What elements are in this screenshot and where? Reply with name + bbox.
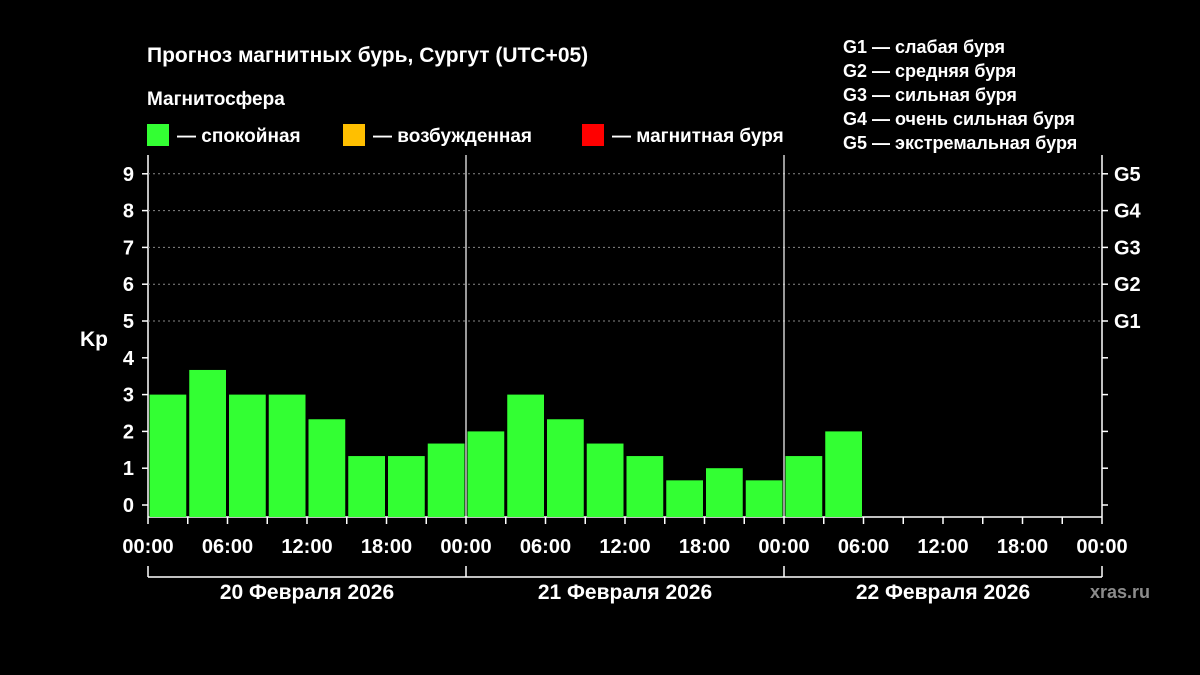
y-tick-label-4: 4 (123, 348, 135, 370)
x-tick-label-3: 18:00 (361, 536, 412, 558)
x-tick-label-9: 06:00 (838, 536, 889, 558)
day-label-0: 20 Февраля 2026 (220, 581, 394, 604)
bar-4 (308, 419, 346, 517)
bar-17 (825, 431, 862, 517)
x-tick-label-7: 18:00 (679, 536, 730, 558)
credit-label: xras.ru (1090, 582, 1150, 602)
bar-9 (507, 394, 544, 517)
bar-2 (229, 394, 266, 517)
legend-heading: Магнитосфера (147, 89, 285, 110)
bar-14 (706, 468, 743, 517)
y-tick-label-1: 1 (123, 458, 134, 480)
bar-11 (586, 443, 624, 517)
x-tick-label-8: 00:00 (758, 536, 809, 558)
g-level-label-g4: G4 (1114, 201, 1142, 223)
storm-scale-g4: G4 — очень сильная буря (843, 109, 1075, 129)
legend: — спокойная — возбужденная — магнитная б… (147, 124, 784, 147)
bar-1 (189, 369, 226, 517)
y-tick-label-5: 5 (123, 311, 134, 333)
chart-title: Прогноз магнитных бурь, Сургут (UTC+05) (147, 44, 588, 67)
g-level-label-g1: G1 (1114, 311, 1141, 333)
bar-13 (666, 480, 703, 517)
y-tick-label-8: 8 (123, 201, 134, 223)
plot-area: 0 1 2 3 4 5 6 7 8 9 G1 G2 G3 G4 G5 00:00 06:00 12:00 18:00… (122, 155, 1142, 604)
bar-10 (547, 419, 584, 517)
storm-scale-g2: G2 — средняя буря (843, 61, 1016, 81)
y-tick-label-0: 0 (123, 495, 134, 517)
x-tick-label-10: 12:00 (917, 536, 968, 558)
x-tick-label-6: 12:00 (599, 536, 650, 558)
legend-storm-label: — магнитная буря (612, 126, 784, 147)
storm-scale-legend: G1 — слабая буря G2 — средняя буря G3 — … (843, 37, 1077, 153)
bar-0 (149, 394, 187, 517)
x-tick-label-1: 06:00 (202, 536, 253, 558)
bar-6 (388, 456, 425, 517)
x-tick-label-12: 00:00 (1076, 536, 1127, 558)
y-tick-label-9: 9 (123, 164, 134, 186)
storm-scale-g3: G3 — сильная буря (843, 85, 1017, 105)
legend-excited-icon (343, 124, 365, 146)
y-tick-label-6: 6 (123, 274, 134, 296)
bar-3 (268, 394, 306, 517)
legend-calm-icon (147, 124, 169, 146)
legend-excited-label: — возбужденная (373, 126, 532, 147)
y-tick-label-2: 2 (123, 421, 134, 443)
day-label-2: 22 Февраля 2026 (856, 581, 1030, 604)
day-label-1: 21 Февраля 2026 (538, 581, 712, 604)
bar-8 (467, 431, 505, 517)
y-tick-label-3: 3 (123, 385, 134, 407)
x-tick-label-5: 06:00 (520, 536, 571, 558)
legend-calm-label: — спокойная (177, 126, 301, 147)
y-axis-label: Kp (80, 328, 108, 351)
x-tick-label-4: 00:00 (440, 536, 491, 558)
storm-scale-g1: G1 — слабая буря (843, 37, 1005, 57)
x-tick-label-11: 18:00 (997, 536, 1048, 558)
g-level-label-g5: G5 (1114, 164, 1141, 186)
g-level-label-g3: G3 (1114, 237, 1141, 259)
bar-15 (745, 480, 783, 517)
bar-16 (785, 456, 823, 517)
legend-storm-icon (582, 124, 604, 146)
bar-5 (348, 456, 385, 517)
g-level-label-g2: G2 (1114, 274, 1141, 296)
bar-12 (626, 456, 664, 517)
x-tick-label-2: 12:00 (281, 536, 332, 558)
bar-7 (427, 443, 465, 517)
x-tick-label-0: 00:00 (122, 536, 173, 558)
storm-scale-g5: G5 — экстремальная буря (843, 133, 1077, 153)
y-tick-label-7: 7 (123, 237, 134, 259)
